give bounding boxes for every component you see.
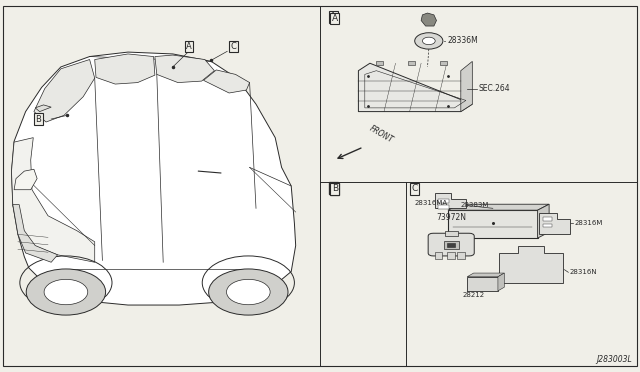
Text: B: B xyxy=(330,183,337,192)
Circle shape xyxy=(26,269,106,315)
Text: A: A xyxy=(330,12,337,21)
Polygon shape xyxy=(421,13,436,26)
Text: FRONT: FRONT xyxy=(367,124,394,144)
Polygon shape xyxy=(12,138,95,262)
Polygon shape xyxy=(499,246,563,283)
Polygon shape xyxy=(435,193,466,208)
Text: 28336M: 28336M xyxy=(448,36,479,45)
Polygon shape xyxy=(14,169,37,190)
Bar xyxy=(408,61,415,65)
Text: 28383M: 28383M xyxy=(461,202,489,208)
Text: A: A xyxy=(332,14,338,23)
Polygon shape xyxy=(358,63,472,112)
Polygon shape xyxy=(498,273,504,291)
Polygon shape xyxy=(538,204,549,238)
Polygon shape xyxy=(204,70,250,93)
Text: 73972N: 73972N xyxy=(436,213,466,222)
Polygon shape xyxy=(461,61,472,112)
Text: A: A xyxy=(186,42,191,51)
Bar xyxy=(440,61,447,65)
Circle shape xyxy=(422,37,435,45)
Polygon shape xyxy=(35,105,51,112)
Text: 28316MA: 28316MA xyxy=(415,200,448,206)
Bar xyxy=(467,277,498,291)
Bar xyxy=(447,243,455,247)
Circle shape xyxy=(44,279,88,305)
Text: 28316M: 28316M xyxy=(575,220,603,226)
Circle shape xyxy=(209,269,288,315)
FancyBboxPatch shape xyxy=(428,233,474,256)
Text: J283003L: J283003L xyxy=(596,355,632,364)
Circle shape xyxy=(227,279,270,305)
Bar xyxy=(543,217,552,221)
Text: C: C xyxy=(412,185,418,193)
Polygon shape xyxy=(539,213,570,234)
Bar xyxy=(543,224,552,227)
Polygon shape xyxy=(448,204,549,210)
Bar xyxy=(444,241,459,249)
Text: B: B xyxy=(332,185,338,193)
Polygon shape xyxy=(155,55,214,83)
Text: 28316N: 28316N xyxy=(570,269,597,275)
Text: C: C xyxy=(230,42,237,51)
Polygon shape xyxy=(95,54,155,84)
Text: B: B xyxy=(35,115,42,124)
Bar xyxy=(448,210,538,238)
Text: 28212: 28212 xyxy=(462,292,484,298)
Bar xyxy=(457,252,465,259)
Text: C: C xyxy=(332,185,338,193)
Text: SEC.264: SEC.264 xyxy=(479,84,510,93)
Polygon shape xyxy=(13,205,58,262)
Bar xyxy=(447,252,455,259)
Text: B: B xyxy=(330,183,337,192)
Bar xyxy=(438,199,449,203)
Bar xyxy=(438,205,449,209)
Text: B: B xyxy=(330,183,337,192)
Bar xyxy=(435,252,442,259)
Polygon shape xyxy=(34,60,95,122)
Bar xyxy=(376,61,383,65)
Bar xyxy=(445,231,458,236)
Polygon shape xyxy=(12,52,296,305)
Circle shape xyxy=(415,33,443,49)
Text: B: B xyxy=(332,185,338,193)
Polygon shape xyxy=(467,273,504,277)
